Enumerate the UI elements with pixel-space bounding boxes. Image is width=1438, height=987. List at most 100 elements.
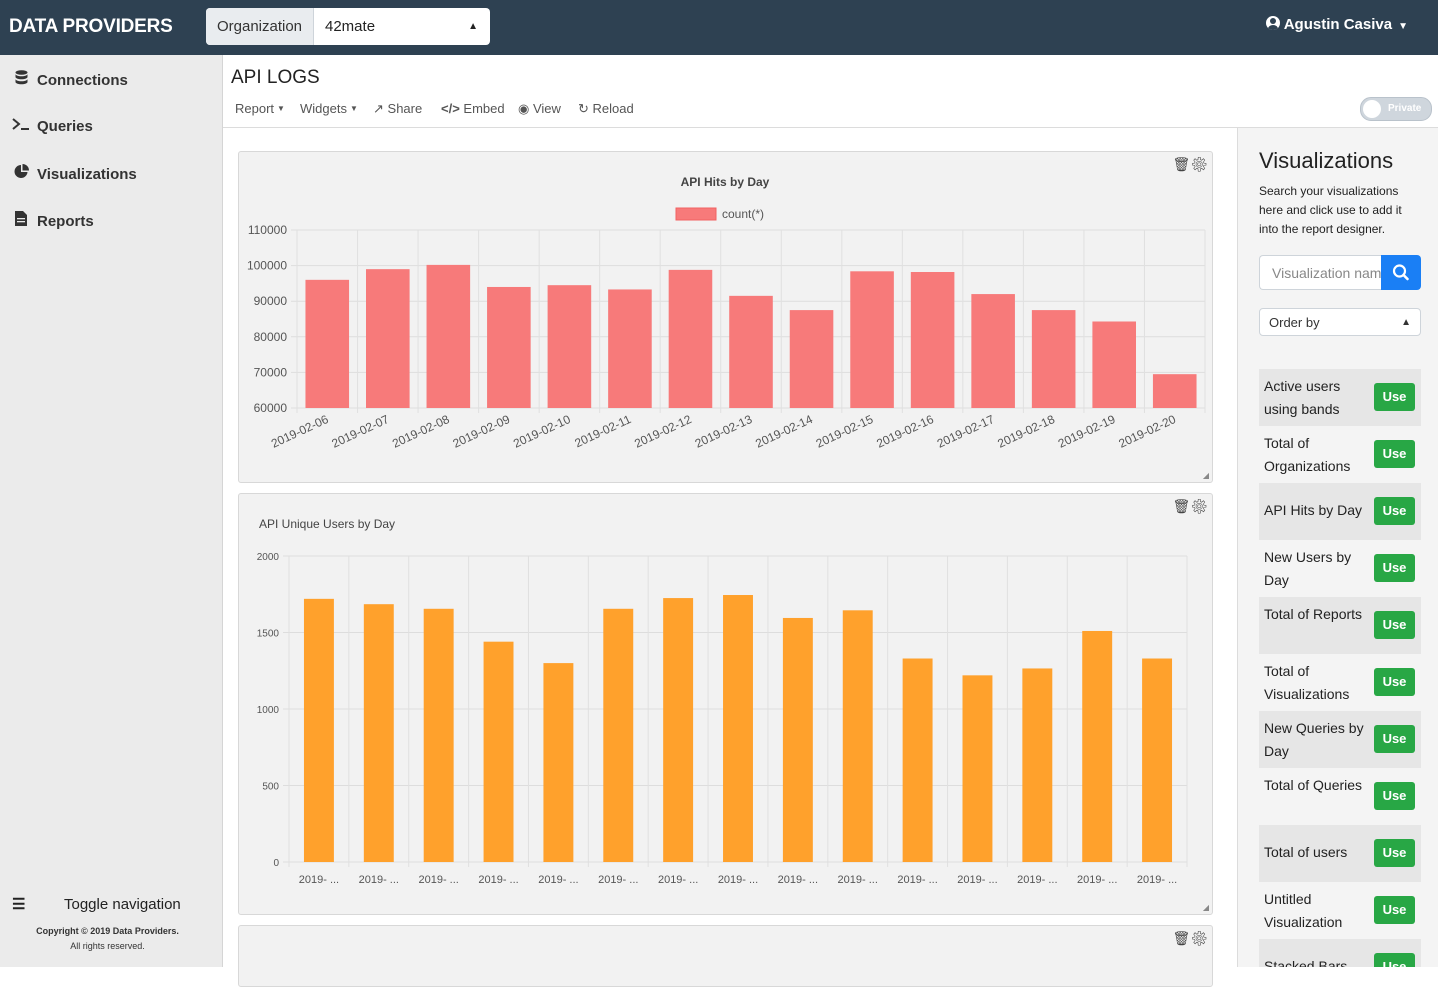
- x-tick-label: 2019-02-15: [814, 412, 876, 451]
- use-button[interactable]: Use: [1374, 383, 1415, 411]
- bar: [1142, 658, 1173, 862]
- organization-value[interactable]: 42mate: [325, 18, 376, 35]
- brand-logo[interactable]: DATA PROVIDERS: [9, 16, 173, 37]
- use-button[interactable]: Use: [1374, 896, 1415, 924]
- reload-button[interactable]: ↻ Reload: [578, 101, 634, 117]
- private-toggle[interactable]: Private: [1360, 97, 1432, 121]
- bar: [729, 295, 773, 408]
- visualization-name: Active users using bands: [1264, 378, 1341, 417]
- share-label: Share: [387, 101, 423, 116]
- list-item: Active users using bands Use: [1259, 369, 1421, 426]
- gear-icon[interactable]: ⚙: [1190, 156, 1208, 172]
- widget-api-hits-by-day[interactable]: 🗑⚙ API Hits by Day count(*) 110000 100000 90…: [238, 151, 1213, 483]
- share-button[interactable]: ↗ Share: [373, 101, 422, 117]
- use-button[interactable]: Use: [1374, 554, 1415, 582]
- bar: [842, 610, 873, 862]
- visualization-name: Total of Queries: [1264, 777, 1363, 793]
- sidebar-item-connections[interactable]: Connections: [12, 70, 128, 89]
- sidebar-item-queries[interactable]: Queries: [12, 117, 93, 135]
- use-button[interactable]: Use: [1374, 440, 1415, 468]
- visualization-name: Total of Visualizations: [1264, 663, 1350, 702]
- use-button[interactable]: Use: [1374, 782, 1415, 810]
- page-title: API LOGS: [231, 67, 320, 88]
- use-button[interactable]: Use: [1374, 611, 1415, 639]
- bar: [1092, 321, 1136, 408]
- visualization-name: API Hits by Day: [1264, 502, 1363, 518]
- y-tick-label: 2000: [257, 552, 280, 563]
- bar: [603, 608, 634, 862]
- visualization-search-input[interactable]: Visualization name: [1259, 255, 1381, 290]
- organization-select[interactable]: Organization 42mate ▲: [206, 8, 490, 45]
- use-button[interactable]: Use: [1374, 725, 1415, 753]
- widget-third[interactable]: 🗑⚙: [238, 925, 1213, 987]
- bar: [1152, 374, 1197, 408]
- visualizations-title: Visualizations: [1259, 148, 1394, 173]
- x-tick-label: 2019-02-06: [269, 412, 331, 451]
- gear-icon[interactable]: ⚙: [1190, 498, 1208, 514]
- view-button[interactable]: ◉ View: [518, 101, 561, 117]
- chart-title: API Unique Users by Day: [259, 517, 395, 531]
- bar: [663, 598, 694, 862]
- x-tick-label: 2019-02-07: [330, 412, 392, 451]
- x-tick-label: 2019- ...: [418, 874, 458, 886]
- gear-icon[interactable]: ⚙: [1190, 930, 1208, 946]
- bar: [910, 272, 955, 408]
- visualization-name: Untitled Visualization: [1264, 891, 1343, 930]
- use-button[interactable]: Use: [1374, 839, 1415, 867]
- search-button[interactable]: [1381, 255, 1421, 290]
- list-item: New Queries by Day Use: [1259, 711, 1421, 768]
- report-menu[interactable]: Report ▼: [235, 101, 285, 116]
- eye-icon: ◉: [518, 101, 530, 116]
- list-item: Untitled Visualization Use: [1259, 882, 1421, 939]
- toggle-navigation-button[interactable]: ☰ Toggle navigation: [12, 895, 181, 913]
- list-item: Total of Organizations Use: [1259, 426, 1421, 483]
- resize-handle-icon[interactable]: ◢: [1202, 903, 1209, 912]
- visualization-name: New Users by Day: [1264, 549, 1352, 588]
- toolbar-divider: [223, 127, 1438, 128]
- x-tick-label: 2019- ...: [1137, 874, 1177, 886]
- list-item: Stacked Bars Use: [1259, 939, 1421, 967]
- user-menu[interactable]: Agustin Casiva ▼: [1265, 16, 1408, 33]
- trash-icon[interactable]: 🗑: [1172, 498, 1191, 514]
- x-tick-label: 2019- ...: [718, 874, 758, 886]
- caret-down-icon: ▼: [1398, 21, 1408, 32]
- legend-swatch: [675, 207, 717, 221]
- x-tick-label: 2019-02-11: [572, 412, 633, 450]
- bar: [363, 604, 394, 862]
- use-button[interactable]: Use: [1374, 953, 1415, 967]
- x-tick-label: 2019-02-10: [511, 412, 573, 451]
- x-tick-label: 2019- ...: [1017, 874, 1057, 886]
- embed-button[interactable]: </> Embed: [441, 101, 505, 116]
- bar: [723, 595, 753, 862]
- x-tick-label: 2019- ...: [299, 874, 339, 886]
- embed-label: Embed: [463, 101, 505, 116]
- use-button[interactable]: Use: [1374, 668, 1415, 696]
- x-tick-label: 2019-02-18: [995, 412, 1057, 451]
- user-circle-icon: [1265, 16, 1280, 30]
- sidebar-item-label: Reports: [37, 213, 94, 230]
- file-icon: [12, 211, 30, 230]
- use-button[interactable]: Use: [1374, 497, 1415, 525]
- resize-handle-icon[interactable]: ◢: [1202, 471, 1209, 480]
- widget-api-unique-users-by-day[interactable]: 🗑⚙ API Unique Users by Day 2000 1500 1000 50…: [238, 493, 1213, 915]
- bar: [483, 641, 514, 862]
- widgets-menu[interactable]: Widgets ▼: [300, 101, 358, 116]
- trash-icon[interactable]: 🗑: [1172, 930, 1191, 946]
- sidebar-item-reports[interactable]: Reports: [12, 211, 94, 230]
- list-item: Total of Reports Use: [1259, 597, 1421, 654]
- report-menu-label: Report: [235, 101, 275, 116]
- x-tick-label: 2019-02-20: [1116, 412, 1178, 451]
- bar: [303, 598, 334, 862]
- bar: [1031, 310, 1076, 408]
- bar: [789, 310, 834, 408]
- sidebar-item-visualizations[interactable]: Visualizations: [12, 164, 137, 183]
- x-tick-label: 2019- ...: [897, 874, 937, 886]
- bar: [426, 264, 471, 408]
- trash-icon[interactable]: 🗑: [1172, 156, 1191, 172]
- x-tick-label: 2019-02-12: [632, 412, 694, 451]
- order-by-select[interactable]: Order by ▲: [1259, 308, 1421, 336]
- toggle-navigation-label: Toggle navigation: [64, 896, 181, 913]
- y-tick-label: 100000: [247, 259, 287, 273]
- copyright-text: Copyright © 2019 Data Providers.: [36, 926, 179, 936]
- search-icon: [1392, 264, 1409, 281]
